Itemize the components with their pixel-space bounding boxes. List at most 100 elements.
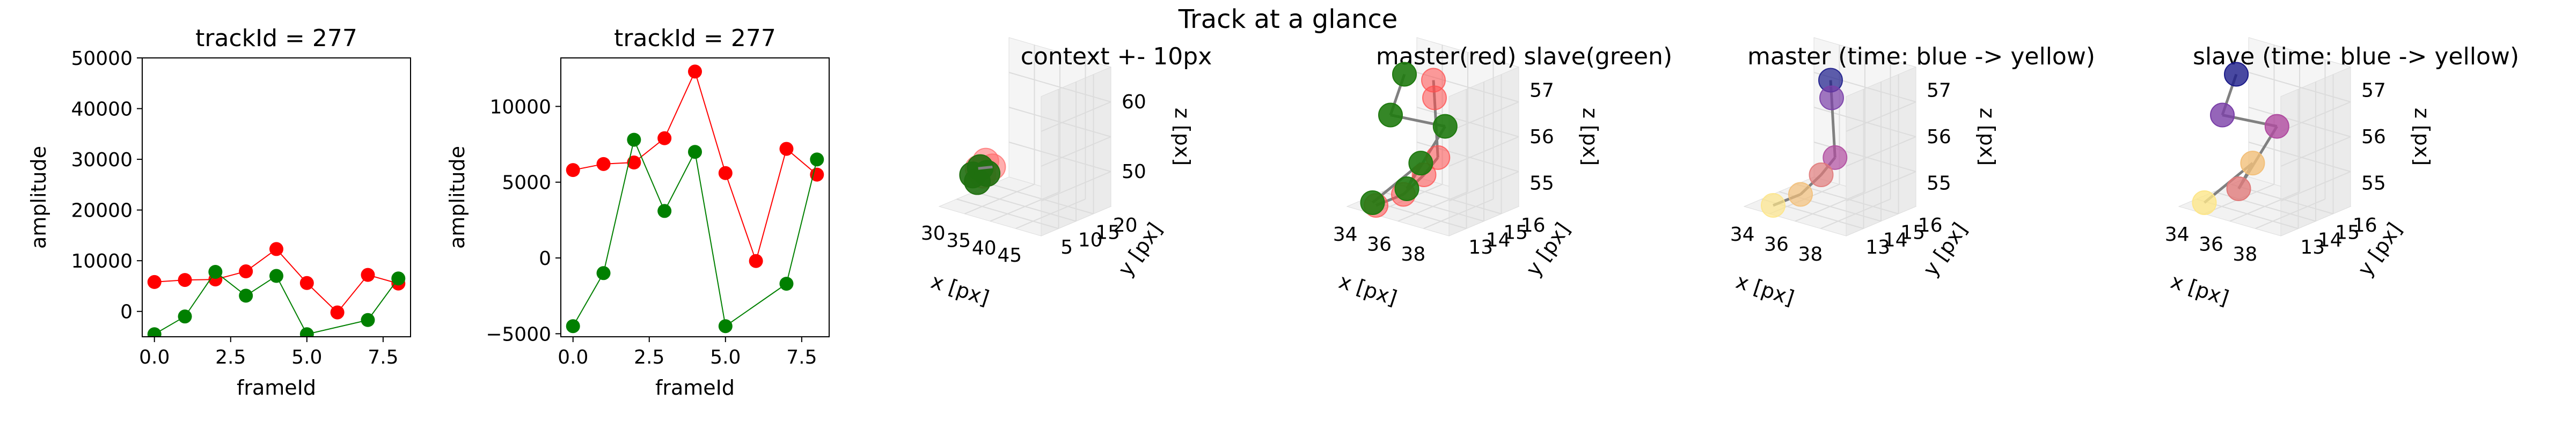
chart-title: context +- 10px [1021, 43, 1212, 70]
x-axis-label: frameId [655, 376, 735, 400]
data-point [239, 289, 253, 303]
data-point [147, 327, 162, 337]
y-tick-label: 10000 [489, 96, 551, 118]
z-axis-label: z [px] [1578, 108, 1602, 166]
grid-line [1041, 136, 1111, 167]
data-point [718, 319, 733, 334]
series-line [154, 271, 399, 335]
chart-title: slave (time: blue -> yellow) [2193, 43, 2519, 70]
axes-frame [142, 57, 411, 337]
grid-line [2280, 136, 2351, 167]
z-tick-label: 55 [1529, 173, 1554, 195]
x-tick-label: 7.5 [368, 346, 398, 368]
data-point [779, 277, 794, 291]
grid-line [1448, 136, 1519, 167]
y-tick-label: 15 [1900, 222, 1925, 244]
x-tick-label: 5.0 [710, 346, 741, 368]
x-tick-label: 36 [1764, 234, 1789, 256]
x-axis-label: x [px] [2168, 269, 2232, 310]
grid-line [1448, 101, 1519, 132]
x-tick-label: 38 [2233, 243, 2257, 265]
scatter-point [2192, 190, 2217, 215]
z-tick-label: 57 [2361, 79, 2386, 101]
z-tick-label: 60 [1122, 91, 1146, 113]
x-tick-label: 38 [1798, 243, 1823, 265]
x-tick-label: 0.0 [139, 346, 170, 368]
y-axis-label: amplitude [27, 146, 50, 249]
data-point [361, 313, 375, 327]
y-tick-label: 10000 [71, 250, 133, 272]
y-tick-label: 5 [1060, 236, 1073, 258]
grid-line [2248, 107, 2351, 137]
scatter-point [2210, 102, 2235, 128]
amplitude-chart-1: trackId = 277 frameId amplitude 0.0 2.5 5.0 7.… [27, 25, 411, 400]
data-point [596, 266, 611, 280]
grid-line [1820, 198, 1891, 230]
y-tick-label: 0 [539, 248, 551, 270]
y-tick-label: 30000 [71, 149, 133, 171]
grid-line [2248, 72, 2351, 102]
y-tick-label: 15 [2335, 222, 2360, 244]
data-point [718, 166, 733, 180]
figure-suptitle: Track at a glance [1178, 4, 1398, 34]
data-point [596, 157, 611, 171]
grid-line [1416, 107, 1519, 137]
data-point [810, 152, 824, 167]
x-tick-label: 5.0 [291, 346, 322, 368]
x-tick-label: 35 [946, 230, 971, 252]
scatter-point [2226, 176, 2251, 201]
z-tick-label: 56 [1927, 126, 1951, 148]
chart-title: trackId = 277 [614, 25, 776, 52]
z-tick-label: 56 [2361, 126, 2386, 148]
z-tick-label: 57 [1529, 79, 1554, 101]
x-axis-label: x [px] [928, 269, 992, 310]
data-point [330, 305, 345, 320]
chart-title: trackId = 277 [195, 25, 357, 52]
grid-line [1846, 136, 1916, 167]
y-tick-label: 14 [1883, 229, 1908, 251]
z-tick-label: 57 [1927, 79, 1951, 101]
data-point [566, 319, 580, 334]
x-tick-label: 2.5 [215, 346, 246, 368]
grid-line [1015, 198, 1086, 230]
grid-line [1008, 107, 1111, 137]
scatter-point [2240, 151, 2265, 176]
data-point [688, 145, 702, 159]
master-time-3d-panel: master (time: blue -> yellow) 34 36 38x [px… [1730, 37, 2095, 310]
data-point [657, 131, 672, 145]
z-tick-label: 55 [2361, 173, 2386, 195]
x-tick-label: 36 [1367, 234, 1392, 256]
y-tick-label: 10 [1078, 229, 1103, 251]
y-tick-label: 20000 [71, 200, 133, 222]
scatter-point [1809, 162, 1834, 187]
scatter-point [1394, 176, 1419, 201]
data-point [779, 142, 794, 156]
scatter-point [1408, 151, 1433, 176]
data-point [627, 156, 641, 169]
grid-line [1846, 101, 1916, 132]
z-tick-label: 56 [1529, 126, 1554, 148]
scatter-point [1788, 182, 1813, 207]
data-point [299, 327, 314, 337]
y-tick-label: 50000 [71, 48, 133, 70]
data-point [810, 167, 824, 182]
scatter-point [1422, 85, 1447, 110]
amplitude-chart-2: trackId = 277 frameId amplitude 0.0 2.5 5.0 7.… [445, 25, 830, 400]
x-tick-label: 40 [972, 237, 997, 259]
data-point [269, 242, 283, 256]
plot-area [566, 64, 824, 334]
y-tick-label: 15 [1503, 222, 1528, 244]
data-point [239, 264, 253, 279]
data-point [391, 271, 406, 286]
y-axis-label: amplitude [445, 146, 469, 249]
data-point [299, 276, 314, 290]
y-tick-label: 13 [1468, 236, 1493, 258]
y-tick-label: 5000 [502, 172, 551, 194]
scatter-point [2264, 114, 2289, 139]
data-point [657, 204, 672, 218]
x-tick-label: 0.0 [558, 346, 588, 368]
z-axis-label: z [px] [1170, 108, 1194, 166]
x-tick-label: 34 [1730, 224, 1755, 246]
x-tick-label: 36 [2199, 234, 2223, 256]
